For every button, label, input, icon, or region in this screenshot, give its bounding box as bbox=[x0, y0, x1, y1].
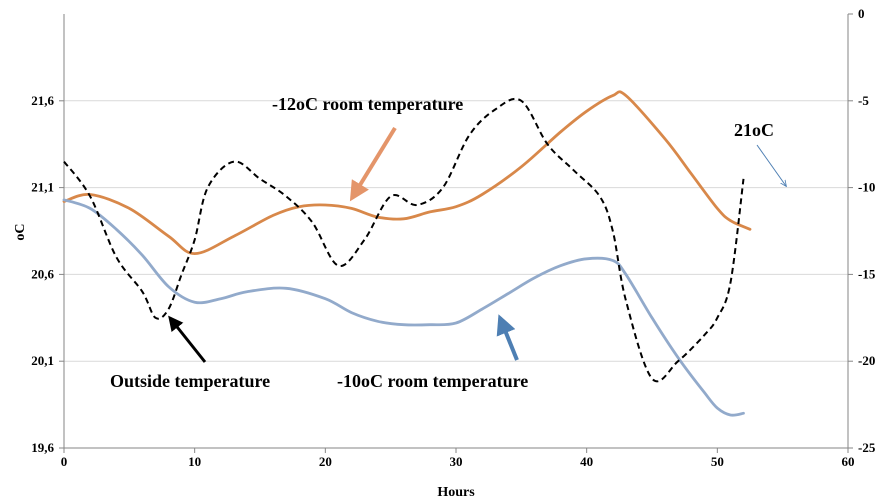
gridlines bbox=[64, 100, 848, 362]
y-tick-label: 21,6 bbox=[31, 93, 54, 108]
arrow-10c-room bbox=[496, 314, 519, 361]
x-axis-title: Hours bbox=[437, 485, 475, 500]
y2-tick-label: -20 bbox=[858, 353, 875, 368]
annotation-10c-room: -10oC room temperature bbox=[337, 371, 528, 391]
x-tick-label: 20 bbox=[319, 454, 332, 469]
x-tick-label: 0 bbox=[61, 454, 68, 469]
y2-tick-label: -5 bbox=[858, 93, 869, 108]
x-tick-label: 30 bbox=[450, 454, 463, 469]
y-tick-label: 21,1 bbox=[31, 180, 54, 195]
series-lines bbox=[62, 90, 752, 417]
x-tick-label: 50 bbox=[711, 454, 724, 469]
y-tick-label: 20,6 bbox=[31, 266, 54, 281]
series-line-0 bbox=[62, 90, 752, 255]
y2-tick-label: -15 bbox=[858, 266, 876, 281]
y-tick-label: 19,6 bbox=[31, 440, 54, 455]
arrow-outside bbox=[168, 315, 207, 363]
y2-tick-label: 0 bbox=[858, 6, 865, 21]
series-line-2 bbox=[63, 97, 745, 383]
x-tick-label: 10 bbox=[188, 454, 201, 469]
y2-tick-label: -10 bbox=[858, 180, 875, 195]
series-line-1 bbox=[62, 198, 745, 417]
annotation-21c: 21oC bbox=[734, 120, 774, 140]
annotation-12c-room: -12oC room temperature bbox=[272, 94, 463, 114]
annotations: -12oC room temperature -10oC room temper… bbox=[110, 94, 774, 391]
annotation-arrows bbox=[168, 126, 786, 363]
y2-tick-label: -25 bbox=[858, 440, 876, 455]
y-tick-label: 20,1 bbox=[31, 353, 54, 368]
tick-labels: 19,6 20,1 20,6 21,1 21,6 0 -5 -10 -15 -20 -25 0 10 20… bbox=[31, 6, 876, 469]
x-tick-label: 40 bbox=[580, 454, 593, 469]
arrow-12c-room bbox=[349, 126, 397, 202]
arrow-21c bbox=[756, 144, 786, 186]
annotation-outside: Outside temperature bbox=[110, 371, 270, 391]
y-axis-title: oC bbox=[13, 223, 28, 240]
x-tick-label: 60 bbox=[842, 454, 855, 469]
